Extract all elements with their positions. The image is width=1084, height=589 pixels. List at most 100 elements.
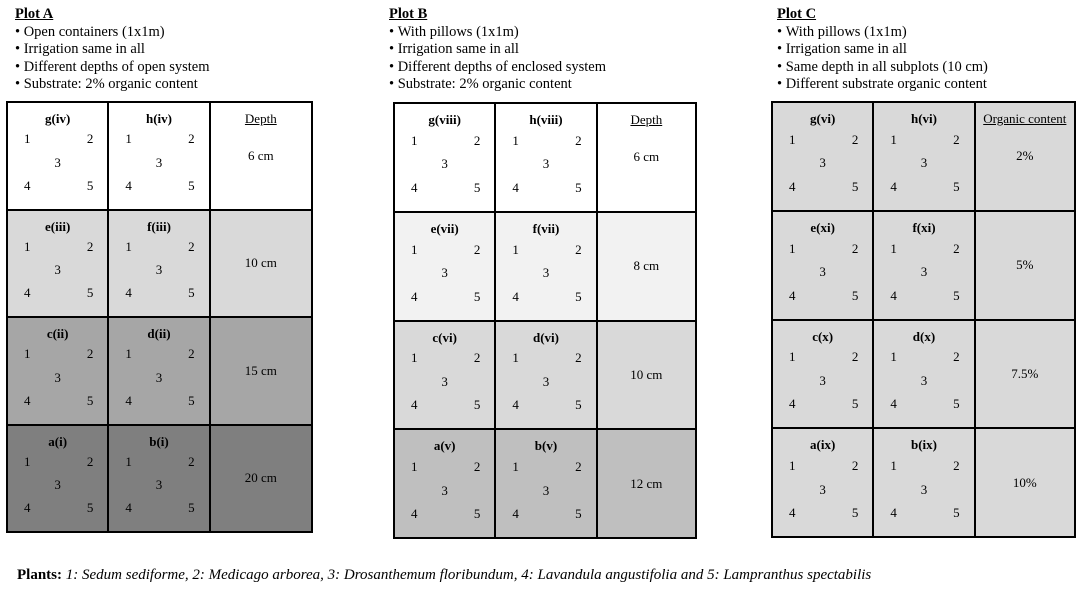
subplot-label: a(ix)	[810, 437, 836, 453]
subplot-label: f(iii)	[147, 218, 171, 234]
plant-position-5: 5	[473, 179, 481, 195]
plant-position-1: 1	[24, 453, 31, 469]
plant-position-3: 3	[441, 482, 448, 498]
treatment-value: 8 cm	[633, 258, 660, 274]
subplot-label: b(v)	[534, 438, 558, 454]
treatment-cell: Depth 6 cm	[596, 103, 696, 212]
plant-position-4: 4	[24, 500, 31, 516]
subplot-label: g(viii)	[428, 112, 461, 127]
plant-position-5: 5	[575, 397, 582, 413]
plant-position-5: 5	[953, 505, 960, 521]
subplot-label: d(x)	[912, 328, 936, 344]
plant-position-1: 1	[512, 132, 519, 148]
plant-position-3: 3	[441, 265, 448, 281]
plot-c-bullet-2: Irrigation same in all	[777, 41, 988, 59]
plant-position-1: 1	[411, 241, 418, 257]
treatment-column-header: Depth	[244, 111, 277, 126]
plot-a-bullet-3: Different depths of open system	[15, 59, 210, 77]
plant-position-3: 3	[441, 156, 448, 172]
plot-c-header: Plot C With pillows (1x1m) Irrigation sa…	[777, 6, 988, 94]
plant-position-5: 5	[473, 288, 481, 304]
plot-c-grid: g(vi) 1 2 3 4 5 h(vi) 1 2 3 4 5 Organic content 2% e(x…	[771, 101, 1076, 538]
plant-position-2: 2	[86, 346, 94, 362]
plant-position-2: 2	[851, 240, 859, 256]
plant-position-5: 5	[575, 288, 582, 304]
plot-a-bullet-4: Substrate: 2% organic content	[15, 76, 209, 94]
plant-position-4: 4	[512, 288, 519, 304]
plant-position-1: 1	[789, 240, 796, 256]
treatment-cell: 20 cm	[209, 424, 312, 532]
plant-position-3: 3	[920, 264, 928, 280]
plant-position-2: 2	[188, 453, 195, 469]
subplot-label: h(viii)	[529, 112, 563, 127]
plant-position-2: 2	[473, 350, 481, 366]
treatment-value: 6 cm	[248, 147, 274, 163]
plant-position-1: 1	[411, 132, 418, 148]
subplot-label: e(vii)	[430, 220, 459, 236]
treatment-cell: 7.5%	[974, 319, 1075, 429]
plant-position-3: 3	[155, 262, 163, 278]
subplot-label: c(ii)	[46, 326, 69, 341]
subplot-label: d(vi)	[532, 329, 559, 345]
plant-position-5: 5	[86, 285, 94, 301]
plant-position-1: 1	[512, 459, 519, 475]
plant-position-4: 4	[512, 179, 519, 195]
subplot-cell: h(vi) 1 2 3 4 5	[873, 102, 975, 211]
plant-position-1: 1	[24, 346, 31, 362]
plant-position-2: 2	[188, 346, 195, 362]
treatment-cell: 15 cm	[209, 317, 312, 425]
plant-position-4: 4	[24, 392, 31, 408]
plant-position-3: 3	[54, 477, 61, 493]
plants-legend: Plants: 1: Sedum sediforme, 2: Medicago …	[17, 567, 871, 584]
plant-position-4: 4	[24, 285, 31, 301]
plot-b-bullet-4: Substrate: 2% organic content	[389, 76, 606, 94]
plant-position-2: 2	[575, 241, 582, 257]
plant-position-4: 4	[789, 178, 796, 194]
treatment-value: 5%	[1016, 257, 1034, 273]
plant-position-3: 3	[441, 373, 448, 389]
plant-position-4: 4	[890, 287, 897, 303]
plant-position-1: 1	[125, 238, 132, 254]
subplot-cell: e(xi) 1 2 3 4 5	[772, 210, 874, 320]
treatment-cell: 10 cm	[209, 209, 312, 317]
plot-b-title: Plot B	[389, 6, 428, 22]
plant-position-2: 2	[851, 131, 859, 147]
subplot-cell: c(vi) 1 2 3 4 5	[394, 320, 496, 430]
plant-position-3: 3	[819, 481, 826, 497]
plant-position-3: 3	[542, 265, 550, 281]
plot-b-bullet-1: With pillows (1x1m)	[389, 24, 606, 42]
treatment-cell: 5%	[974, 210, 1075, 320]
subplot-label: e(iii)	[45, 218, 71, 234]
plant-position-2: 2	[188, 131, 195, 147]
subplot-label: d(ii)	[147, 326, 171, 341]
subplot-cell: f(iii) 1 2 3 4 5	[108, 209, 210, 317]
subplot-cell: b(ix) 1 2 3 4 5	[873, 428, 975, 537]
subplot-label: a(i)	[48, 433, 68, 449]
plot-c-title: Plot C	[777, 6, 817, 22]
subplot-cell: e(vii) 1 2 3 4 5	[394, 211, 496, 321]
plant-position-1: 1	[24, 238, 31, 254]
subplot-cell: b(v) 1 2 3 4 5	[495, 429, 597, 538]
plant-position-3: 3	[155, 154, 163, 170]
plant-position-5: 5	[86, 177, 94, 193]
plant-position-3: 3	[542, 482, 550, 498]
plant-position-4: 4	[890, 178, 897, 194]
subplot-cell: b(i) 1 2 3 4 5	[108, 424, 210, 532]
treatment-cell: 10 cm	[596, 320, 696, 430]
plant-position-4: 4	[24, 177, 31, 193]
subplot-label: b(i)	[149, 433, 169, 449]
plant-position-2: 2	[851, 458, 859, 474]
plant-position-1: 1	[890, 349, 897, 365]
plant-position-4: 4	[125, 177, 132, 193]
plant-position-2: 2	[953, 131, 960, 147]
treatment-value: 12 cm	[630, 475, 663, 491]
plant-position-5: 5	[575, 179, 582, 195]
treatment-column-header: Depth	[630, 112, 663, 127]
plant-position-2: 2	[473, 459, 481, 475]
treatment-cell: 10%	[974, 428, 1075, 537]
plant-position-2: 2	[86, 453, 94, 469]
plant-position-3: 3	[54, 262, 61, 278]
plant-position-4: 4	[125, 500, 132, 516]
plant-position-5: 5	[86, 392, 94, 408]
plant-position-3: 3	[155, 369, 163, 385]
